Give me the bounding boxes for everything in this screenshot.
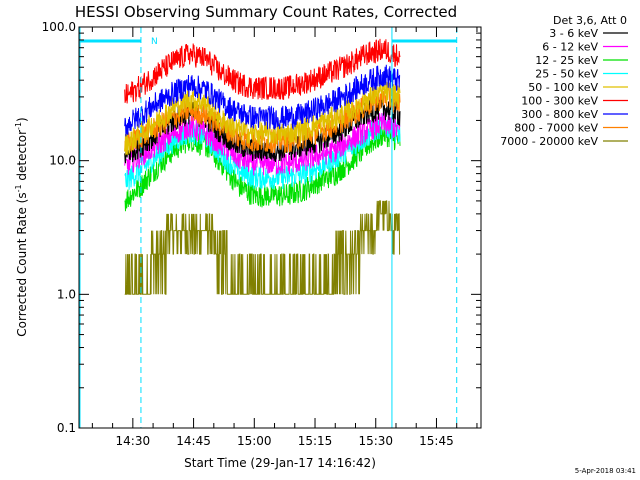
y-tick-label: 100.0 [42, 20, 76, 34]
y-axis: 100.0 10.0 1.0 0.1 [42, 20, 481, 435]
legend-label: 7000 - 20000 keV [500, 135, 598, 148]
y-tick-label: 10.0 [49, 154, 76, 168]
chart-title: HESSI Observing Summary Count Rates, Cor… [75, 3, 457, 21]
y-tick-label: 0.1 [57, 421, 76, 435]
x-tick-label: 14:45 [176, 434, 211, 448]
series-layer [124, 38, 401, 295]
series-line-6-12 [124, 112, 401, 176]
legend-label: 12 - 25 keV [535, 54, 598, 67]
series-line-100-300 [124, 38, 401, 104]
x-tick-label: 14:30 [116, 434, 151, 448]
plot-frame [78, 26, 482, 429]
legend-label: 300 - 800 keV [521, 108, 598, 121]
legend-label: 3 - 6 keV [549, 27, 598, 40]
y-tick-label: 1.0 [57, 287, 76, 301]
legend-title: Det 3,6, Att 0 [553, 14, 627, 27]
x-axis: 14:30 14:45 15:00 15:15 15:30 15:45 [91, 27, 478, 448]
legend-label: 25 - 50 keV [535, 68, 598, 81]
x-tick-label: 15:15 [298, 434, 333, 448]
series-line-7000-20000 [124, 200, 401, 295]
legend-label: 100 - 300 keV [521, 95, 598, 108]
flag-layer: N [79, 27, 458, 428]
y-axis-label: Corrected Count Rate (s-1 detector-1) [14, 117, 29, 336]
series-line-300-800 [124, 64, 401, 137]
series-line-50-100 [124, 80, 401, 156]
legend-label: 800 - 7000 keV [514, 122, 598, 135]
plot-timestamp: 5-Apr-2018 03:41 [575, 467, 636, 475]
flag-label: N [151, 37, 158, 47]
x-tick-label: 15:00 [237, 434, 272, 448]
x-tick-label: 15:30 [358, 434, 393, 448]
x-axis-label: Start Time (29-Jan-17 14:16:42) [184, 456, 376, 470]
legend-label: 6 - 12 keV [542, 41, 598, 54]
legend-label: 50 - 100 keV [528, 81, 598, 94]
x-tick-label: 15:45 [419, 434, 454, 448]
series-line-12-25 [124, 121, 401, 212]
